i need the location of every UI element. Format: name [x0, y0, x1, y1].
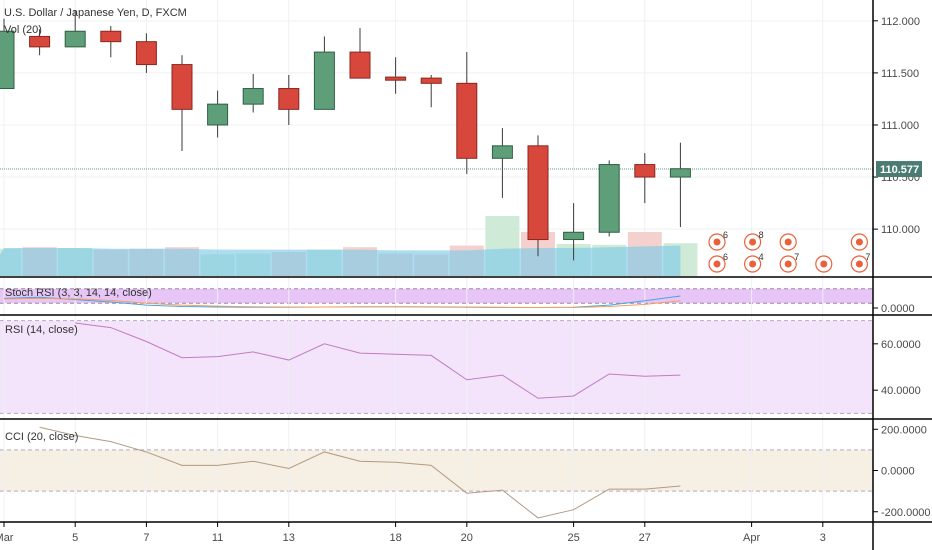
candle-body[interactable]: [278, 88, 300, 110]
candle-body[interactable]: [171, 64, 193, 110]
time-axis[interactable]: Mar 5 7 11 13 18 20 25 27 Apr 3: [0, 522, 826, 544]
event-dot-icon: [784, 260, 792, 268]
price-axis[interactable]: 112.000111.500111.000110.500110.0000.000…: [873, 16, 931, 519]
time-tick-label: 7: [143, 532, 149, 544]
price-axis-label: 111.500: [881, 68, 919, 80]
candle-body[interactable]: [563, 231, 585, 241]
time-tick-label: Mar: [0, 532, 14, 544]
cci-line: [39, 426, 681, 519]
event-dot-icon: [820, 260, 828, 268]
event-count: 6: [723, 230, 728, 240]
stoch-axis-label: 0.0000: [881, 303, 915, 315]
event-dot-icon: [855, 260, 863, 268]
event-count: 7: [794, 252, 799, 262]
event-dot-icon: [784, 238, 792, 246]
rsi-axis-label: 60.0000: [881, 339, 921, 351]
time-tick-label: 13: [283, 532, 295, 544]
event-dot-icon: [749, 260, 757, 268]
price-candles[interactable]: [0, 10, 691, 261]
price-axis-label: 112.000: [881, 16, 920, 28]
chart-title: U.S. Dollar / Japanese Yen, D, FXCM: [4, 7, 187, 19]
volume-bars: [0, 216, 698, 276]
rsi-band: [0, 320, 873, 414]
event-dot-icon: [855, 238, 863, 246]
time-tick-label: Apr: [743, 532, 760, 544]
event-count: 4: [759, 252, 764, 262]
price-axis-label: 110.000: [881, 224, 920, 236]
volume-legend: Vol (20): [4, 24, 42, 36]
candle-body[interactable]: [242, 88, 264, 105]
candle-body[interactable]: [491, 145, 513, 159]
pane-backgrounds: [0, 288, 873, 492]
event-dot-icon: [713, 260, 721, 268]
candle-body[interactable]: [64, 30, 86, 48]
price-axis-label: 111.000: [881, 120, 919, 132]
time-tick-label: 11: [212, 532, 223, 544]
time-tick-label: 3: [820, 532, 826, 544]
volume-ma-area: [0, 245, 681, 276]
last-price-label: 110.577: [880, 164, 919, 176]
candle-body[interactable]: [527, 145, 549, 241]
last-price-tag: 110.577: [876, 161, 922, 178]
rsi-line: [75, 322, 681, 399]
candle-body[interactable]: [349, 51, 371, 79]
stoch-rsi-legend: Stoch RSI (3, 3, 14, 14, close): [5, 287, 152, 299]
event-count: 6: [723, 252, 728, 262]
candle-body[interactable]: [313, 51, 335, 110]
cci-axis-label: -200.0000: [881, 507, 931, 519]
candle-body[interactable]: [207, 103, 229, 126]
event-markers[interactable]: 6 8 6 4 7 7: [708, 230, 870, 273]
candle-body[interactable]: [385, 76, 407, 81]
event-dot-icon: [749, 238, 757, 246]
rsi-axis-label: 40.0000: [881, 385, 921, 397]
candle-body[interactable]: [634, 164, 656, 178]
rsi-legend: RSI (14, close): [5, 324, 78, 336]
time-tick-label: 5: [72, 532, 78, 544]
candle-body[interactable]: [420, 77, 442, 84]
time-tick-label: 27: [639, 532, 651, 544]
time-tick-label: 20: [461, 532, 473, 544]
cci-legend: CCI (20, close): [5, 431, 78, 443]
time-tick-label: 18: [389, 532, 401, 544]
candle-body[interactable]: [29, 35, 51, 48]
stoch-d-line: [3, 297, 681, 309]
event-count: 7: [865, 252, 870, 262]
cci-axis-label: 200.0000: [881, 424, 927, 436]
candle-body[interactable]: [598, 164, 620, 233]
candle-body[interactable]: [456, 82, 478, 159]
indicator-lines: [3, 295, 681, 519]
event-dot-icon: [713, 238, 721, 246]
event-count: 8: [759, 230, 764, 240]
candle-body[interactable]: [0, 30, 15, 90]
candle-body[interactable]: [135, 41, 157, 66]
candle-body[interactable]: [100, 30, 122, 43]
cci-axis-label: 0.0000: [881, 466, 915, 478]
candle-body[interactable]: [669, 168, 691, 178]
cci-band: [0, 449, 873, 492]
time-tick-label: 25: [567, 532, 579, 544]
